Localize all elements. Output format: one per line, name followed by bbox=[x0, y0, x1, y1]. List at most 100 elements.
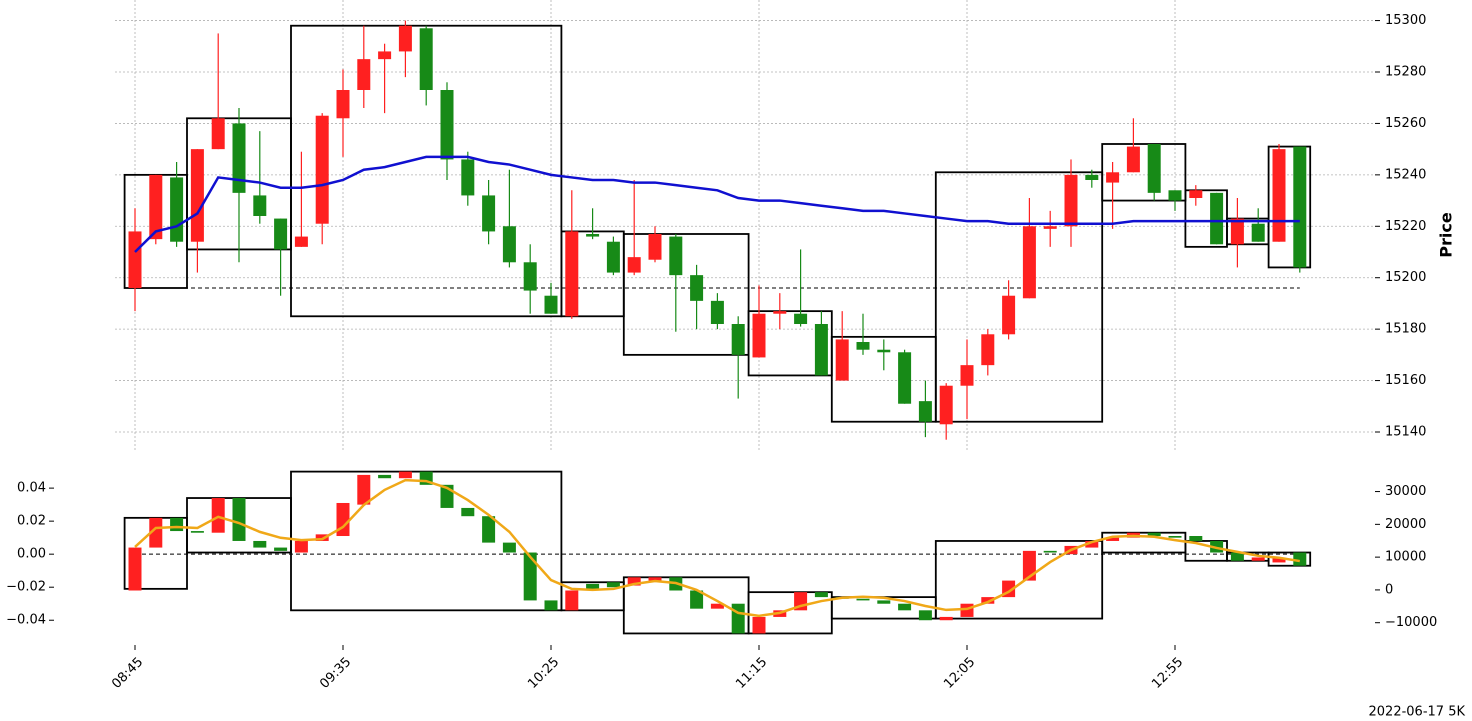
y-tick-label: 15200 bbox=[1385, 270, 1426, 285]
y-tick-label: 15260 bbox=[1385, 116, 1426, 131]
candle-body bbox=[1106, 172, 1120, 183]
y2-tick-label: 20000 bbox=[1385, 517, 1426, 532]
candle-body bbox=[170, 177, 184, 242]
candle-body bbox=[731, 603, 745, 634]
candle-body bbox=[190, 149, 204, 242]
candle-body bbox=[898, 603, 912, 611]
candle-body bbox=[648, 234, 662, 260]
y-tick-label: −0.04 bbox=[6, 613, 46, 628]
candle-body bbox=[835, 339, 849, 381]
y2-tick-label: 10000 bbox=[1385, 550, 1426, 565]
candle-body bbox=[794, 313, 808, 324]
candle-body bbox=[170, 517, 184, 532]
candle-body bbox=[1189, 190, 1203, 198]
candle-body bbox=[502, 226, 516, 263]
candle-body bbox=[773, 311, 787, 314]
candle-body bbox=[253, 540, 267, 548]
candle-body bbox=[336, 90, 350, 119]
candle-body bbox=[752, 616, 766, 634]
candle-body bbox=[939, 385, 953, 425]
candle-body bbox=[419, 28, 433, 91]
candle-body bbox=[232, 123, 246, 193]
candle-body bbox=[565, 231, 579, 317]
candle-body bbox=[1293, 146, 1307, 268]
candle-body bbox=[294, 540, 308, 553]
candle-body bbox=[690, 275, 704, 301]
candle-body bbox=[1189, 536, 1203, 541]
candle-body bbox=[461, 159, 475, 196]
x-tick-label: 11:15 bbox=[733, 655, 770, 692]
candle-body bbox=[523, 552, 537, 601]
candle-body bbox=[877, 349, 891, 353]
candle-body bbox=[731, 324, 745, 355]
candle-body bbox=[877, 600, 891, 604]
box bbox=[1101, 143, 1187, 202]
x-tick-label: 12:55 bbox=[1149, 655, 1186, 692]
candle-body bbox=[1210, 192, 1224, 245]
candle-body bbox=[128, 547, 142, 591]
y2-tick-label: −10000 bbox=[1385, 615, 1437, 630]
candle-body bbox=[1126, 146, 1140, 173]
y-tick-label: 0.04 bbox=[17, 481, 46, 496]
y2-tick-label: 30000 bbox=[1385, 484, 1426, 499]
y-tick-label: 0.00 bbox=[17, 547, 46, 562]
y2-tick-label: 0 bbox=[1385, 582, 1393, 597]
candle-body bbox=[1230, 218, 1244, 245]
candle-body bbox=[1002, 295, 1016, 335]
candle-body bbox=[274, 218, 288, 250]
candle-body bbox=[1085, 540, 1099, 548]
x-tick-label: 08:45 bbox=[109, 655, 146, 692]
y-tick-label: 15300 bbox=[1385, 13, 1426, 28]
box bbox=[622, 233, 750, 356]
candle-body bbox=[315, 115, 329, 224]
line bbox=[134, 478, 1300, 618]
candle-body bbox=[1230, 552, 1244, 561]
candle-body bbox=[586, 234, 600, 237]
candle-body bbox=[1293, 552, 1307, 566]
candle-body bbox=[502, 542, 516, 553]
candle-body bbox=[856, 342, 870, 350]
candle-body bbox=[211, 498, 225, 533]
candle-body bbox=[357, 59, 371, 90]
candle-body bbox=[1106, 537, 1120, 541]
y-tick-label: −0.02 bbox=[6, 580, 46, 595]
candle-body bbox=[1251, 223, 1265, 242]
candle-body bbox=[274, 547, 288, 551]
candle-body bbox=[128, 231, 142, 288]
candle-body bbox=[1085, 174, 1099, 180]
candle-body bbox=[378, 474, 392, 479]
candle-body bbox=[1272, 557, 1286, 563]
candle-body bbox=[710, 603, 724, 609]
candle-body bbox=[606, 582, 620, 588]
candle-body bbox=[378, 51, 392, 60]
y-tick-label: 0.02 bbox=[17, 514, 46, 529]
candle-body bbox=[1272, 149, 1286, 242]
candle-body bbox=[981, 334, 995, 366]
candle-body bbox=[898, 352, 912, 404]
y-tick-label: 15140 bbox=[1385, 425, 1426, 440]
candle-body bbox=[398, 25, 412, 52]
candle-body bbox=[357, 474, 371, 505]
line bbox=[134, 155, 1300, 253]
candle-body bbox=[565, 590, 579, 611]
candle-body bbox=[669, 236, 683, 276]
candle-body bbox=[523, 262, 537, 291]
candle-body bbox=[1251, 557, 1265, 561]
candle-body bbox=[294, 236, 308, 247]
y-tick-label: 15180 bbox=[1385, 322, 1426, 337]
candle-body bbox=[648, 577, 662, 581]
candle-body bbox=[544, 295, 558, 314]
candle-body bbox=[918, 610, 932, 621]
candle-body bbox=[856, 598, 870, 601]
box bbox=[290, 470, 563, 612]
candle-body bbox=[1064, 174, 1078, 227]
candle-body bbox=[440, 90, 454, 160]
x-tick-label: 10:25 bbox=[525, 655, 562, 692]
candle-body bbox=[586, 583, 600, 591]
candle-body bbox=[398, 471, 412, 479]
candle-body bbox=[1168, 536, 1182, 538]
y-tick-label: 15160 bbox=[1385, 373, 1426, 388]
candle-body bbox=[814, 324, 828, 376]
candle-body bbox=[211, 118, 225, 150]
